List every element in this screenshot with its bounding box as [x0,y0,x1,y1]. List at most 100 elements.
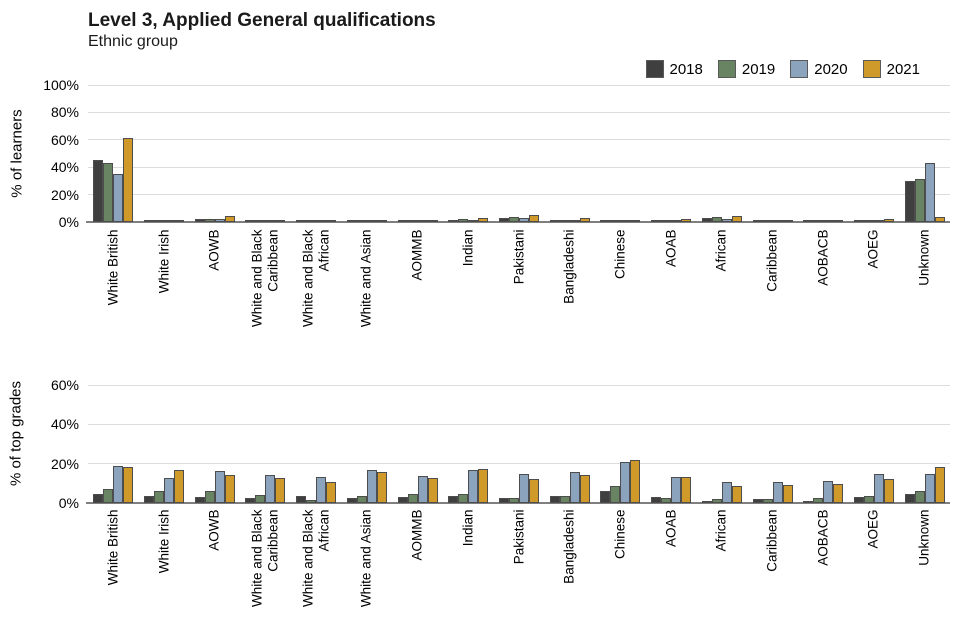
x-tick-label: AOWB [198,229,232,344]
x-tick-label: AOEG [857,229,891,344]
bar-2019 [813,497,824,503]
bar-2020 [316,477,327,503]
bar-2019 [306,220,317,222]
bar-group [899,365,950,503]
x-tick-label: White British [96,509,130,624]
x-axis-line [86,502,950,504]
x-tick-label-text: Pakistani [511,229,526,284]
bar-2021 [326,481,337,503]
bar-2020 [417,476,428,503]
bar-group [88,365,139,503]
x-tick-label-text: White and Asian [358,509,374,607]
x-tick-label-text: Chinese [612,509,628,559]
x-tick-label: AOBACB [806,229,840,344]
bar-2021 [123,138,134,222]
bar-2021 [275,220,286,222]
x-tick-label: White and Black African [299,509,333,624]
bar-2020 [823,481,834,503]
bar-2019 [813,220,824,222]
bar-group [443,85,494,222]
bar-2018 [397,496,408,503]
bar-2018 [194,218,205,222]
bar-2021 [731,486,742,503]
x-axis-line [86,221,950,223]
gridline-20 [88,194,950,196]
bar-2020 [671,220,682,222]
gridline-60 [88,139,950,141]
bar-2019 [508,217,519,222]
legend-item-2021: 2021 [862,60,920,78]
x-tick-label-text: White British [105,509,121,585]
x-tick-label-text: Chinese [612,229,628,279]
legend-item-2020: 2020 [790,60,848,78]
x-tick-label-text: White and Black African [300,229,332,327]
bar-2018 [853,220,864,222]
legend-label: 2021 [886,60,920,78]
x-tick-label-text: White and Asian [358,229,374,327]
bar-2021 [326,220,337,222]
bar-2020 [265,475,276,503]
bar-2019 [661,220,672,222]
bar-2019 [204,219,215,222]
bar-2018 [245,497,256,503]
bar-2018 [701,501,712,503]
x-tick-label-text: Indian [460,509,476,546]
bar-group [240,85,291,222]
bar-group [798,85,849,222]
bar-2018 [651,220,662,222]
x-tick-label-text: Bangladeshi [561,509,577,584]
bar-2020 [113,174,124,222]
bar-2018 [600,220,611,222]
y-tick-label: 60% [50,131,79,148]
x-tick-label: AOWB [198,509,232,624]
legend-item-2019: 2019 [717,60,775,78]
bar-group [747,85,798,222]
bar-2020 [823,220,834,222]
y-axis-title-top-grades: % of top grades [7,380,25,487]
x-tick-label: White and Black Caribbean [248,229,282,344]
x-tick-label-text: AOMMB [409,229,425,281]
x-tick-label: White and Asian [350,229,384,344]
x-tick-label: Bangladeshi [553,509,587,624]
x-tick-label-text: AOAB [663,229,679,267]
page-subtitle: Ethnic group [88,33,178,50]
bar-2021 [681,218,692,222]
bar-2018 [549,220,560,222]
bar-group [849,85,900,222]
bar-2019 [559,495,570,503]
bar-2020 [721,219,732,222]
bar-group [494,365,545,503]
bar-2020 [518,218,529,222]
bar-2018 [498,217,509,222]
x-tick-label-text: White and Black Caribbean [249,229,281,327]
bar-group [342,365,393,503]
bar-2020 [366,220,377,222]
bar-2018 [144,496,155,503]
bar-2018 [448,495,459,503]
gridline-20 [88,463,950,465]
bar-2018 [346,220,357,222]
x-tick-label: Caribbean [756,229,790,344]
bar-2021 [833,484,844,503]
bar-2019 [610,220,621,222]
x-tick-label-text: AOEG [865,229,881,269]
bar-2018 [803,501,814,503]
bar-group [696,85,747,222]
x-tick-label: AOBACB [806,509,840,624]
bar-2019 [154,220,165,222]
gridline-80 [88,111,950,113]
page-title: Level 3, Applied General qualifications [88,10,436,31]
bar-2021 [883,479,894,503]
bar-2018 [803,220,814,222]
x-tick-label: White British [96,229,130,344]
bar-2018 [245,220,256,222]
legend-label: 2020 [814,60,848,78]
y-tick-label: 0% [58,495,79,511]
bar-2020 [518,474,529,503]
bar-2020 [164,220,175,222]
x-tick-label-text: AOBACB [815,509,831,566]
legend-swatch-2019 [717,60,736,78]
x-tick-label: African [705,229,739,344]
bar-2020 [924,163,935,222]
